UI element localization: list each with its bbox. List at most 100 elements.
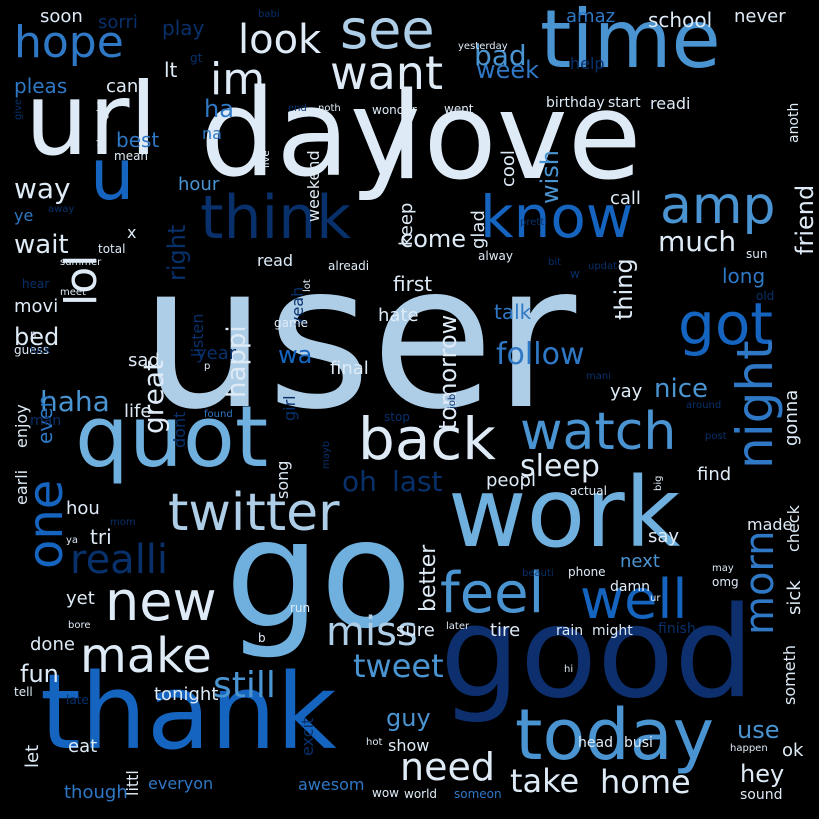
word-haha: haha bbox=[40, 385, 110, 418]
word-pretti: pretti bbox=[520, 217, 548, 228]
word-pleas: pleas bbox=[14, 74, 68, 98]
word-friend: friend bbox=[791, 184, 819, 255]
word-read: read bbox=[257, 251, 294, 270]
word-tell: tell bbox=[14, 685, 33, 699]
word-total: total bbox=[98, 242, 126, 256]
word-give: give bbox=[13, 98, 24, 120]
word-use: use bbox=[737, 716, 780, 744]
word-rain: rain bbox=[556, 623, 584, 639]
word-well: well bbox=[580, 568, 688, 631]
word-summer: summer bbox=[60, 257, 102, 268]
word-sorri: sorri bbox=[98, 12, 138, 33]
word-much: much bbox=[658, 225, 737, 258]
word-hour: hour bbox=[178, 174, 220, 195]
word-noth: noth bbox=[318, 103, 341, 114]
word-ha: ha bbox=[204, 95, 234, 123]
word-went: went bbox=[444, 102, 474, 116]
word-mayb: mayb bbox=[321, 440, 332, 469]
word-omg: omg bbox=[712, 575, 739, 589]
word-peopl: peopl bbox=[486, 470, 536, 491]
word-day: day bbox=[200, 65, 421, 204]
word-mom: mom bbox=[110, 517, 136, 528]
word-phone: phone bbox=[568, 565, 606, 579]
word-actual: actual bbox=[570, 484, 607, 498]
word-start: start bbox=[608, 95, 641, 111]
word-alreadi: alreadi bbox=[328, 259, 370, 273]
word-week: week bbox=[476, 56, 540, 84]
word-n: n bbox=[30, 329, 37, 340]
word-bore: bore bbox=[68, 620, 91, 631]
word-wa: wa bbox=[278, 341, 313, 369]
word-man: man bbox=[30, 413, 62, 429]
word-done: done bbox=[30, 634, 75, 655]
word-realli: realli bbox=[70, 537, 169, 583]
word-big: big bbox=[653, 475, 664, 491]
word-found: found bbox=[204, 409, 233, 420]
word-sleep: sleep bbox=[520, 449, 600, 484]
word-u: u bbox=[90, 134, 135, 216]
word-ok: ok bbox=[782, 740, 804, 761]
word-time: time bbox=[540, 0, 721, 86]
word-follow: follow bbox=[496, 337, 585, 372]
word-gt: gt bbox=[190, 51, 203, 65]
word-guess: guess bbox=[14, 343, 50, 357]
word-know: know bbox=[480, 183, 634, 251]
word-long: long bbox=[722, 264, 766, 288]
word-movi: movi bbox=[14, 296, 59, 317]
word-quot: quot bbox=[75, 388, 269, 487]
word-school: school bbox=[648, 8, 713, 32]
word-thank: thank bbox=[40, 651, 337, 773]
word-hate: hate bbox=[378, 305, 419, 326]
word-keep: keep bbox=[396, 202, 417, 246]
word-year: year bbox=[196, 343, 237, 364]
word-eat: eat bbox=[68, 736, 98, 757]
word-later: later bbox=[446, 621, 470, 632]
word-excit: excit bbox=[298, 717, 317, 756]
word-live: live bbox=[261, 150, 272, 168]
word-help: help bbox=[570, 54, 605, 73]
word-sure: sure bbox=[396, 620, 435, 641]
word-twitter: twitter bbox=[168, 483, 340, 543]
word-alway: alway bbox=[478, 249, 513, 263]
word-morn: morn bbox=[737, 530, 783, 635]
word-next: next bbox=[620, 551, 660, 572]
word-readi: readi bbox=[650, 94, 691, 113]
word-tweet: tweet bbox=[353, 647, 444, 685]
word-stop: stop bbox=[384, 410, 410, 424]
word-got: got bbox=[678, 290, 774, 358]
word-job: job bbox=[447, 393, 458, 409]
word-meet: meet bbox=[60, 287, 86, 298]
word-talk: talk bbox=[494, 300, 532, 324]
word-today: today bbox=[515, 694, 715, 776]
word-guy: guy bbox=[386, 704, 431, 732]
word-mani: mani bbox=[586, 371, 611, 382]
word-game: game bbox=[274, 316, 309, 330]
word-run: run bbox=[290, 601, 311, 615]
word-lot: lot bbox=[302, 279, 313, 292]
word-nice: nice bbox=[654, 374, 708, 404]
word-lt: lt bbox=[164, 58, 178, 82]
word-beauti: beauti bbox=[522, 568, 554, 579]
word-busi: busi bbox=[624, 735, 653, 751]
word-old: old bbox=[756, 289, 775, 303]
word-listen: listen bbox=[188, 313, 207, 357]
word-someth: someth bbox=[780, 645, 799, 705]
word-let: let bbox=[22, 744, 43, 768]
word-wonder: wonder bbox=[372, 103, 417, 117]
word-though: though bbox=[64, 782, 128, 803]
word-enjoy: enjoy bbox=[12, 404, 31, 448]
word-last: last bbox=[392, 465, 443, 498]
word-around: around bbox=[686, 400, 722, 411]
word-fun: fun bbox=[20, 660, 59, 688]
word-need: need bbox=[400, 745, 495, 789]
word-cool: cool bbox=[498, 150, 519, 187]
word-come: come bbox=[400, 225, 467, 253]
word-im: im bbox=[210, 54, 266, 105]
word-home: home bbox=[600, 763, 691, 801]
word-wait: wait bbox=[14, 230, 69, 260]
word-think: think bbox=[200, 183, 351, 253]
word-life: life bbox=[124, 401, 152, 422]
word-bed: bed bbox=[14, 323, 60, 351]
word-na: na bbox=[202, 124, 222, 143]
